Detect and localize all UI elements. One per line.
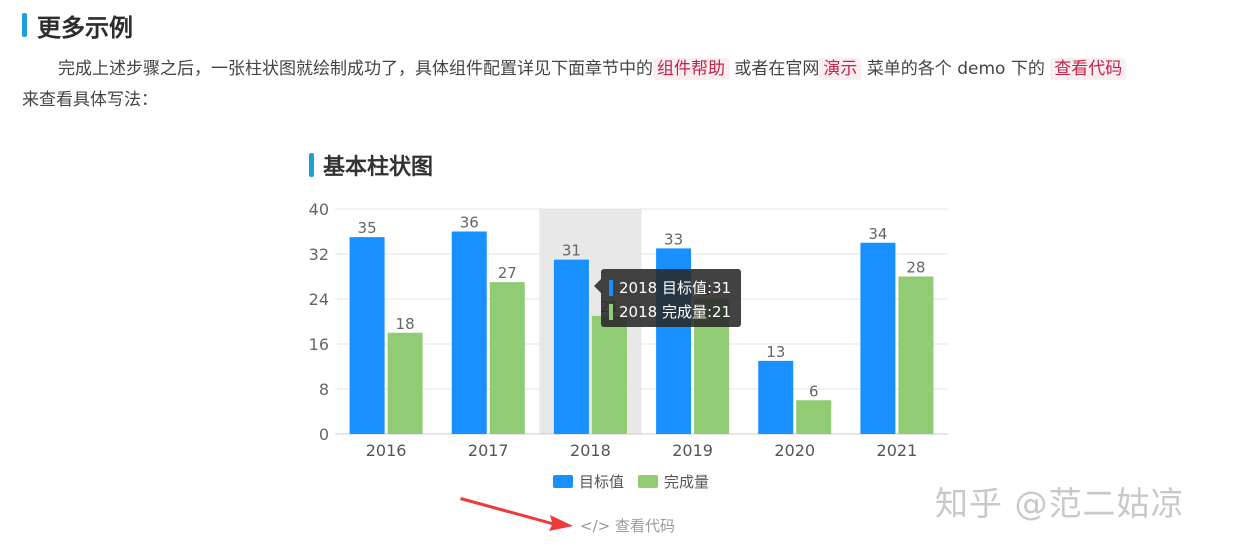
tooltip-row-target: 2018 目标值:31 [609,277,731,298]
bar-done [796,400,832,434]
bar-target [349,237,385,434]
paragraph-text-1: 完成上述步骤之后，一张柱状图就绘制成功了，具体组件配置详见下面章节中的 [58,59,653,79]
chart-title: 基本柱状图 [323,155,434,180]
legend-item-target[interactable]: 目标值 [553,471,624,492]
section-heading: 更多示例 [22,8,133,42]
link-component-help[interactable]: 组件帮助 [653,58,729,80]
tooltip-row-done: 2018 完成量:21 [609,301,731,322]
data-label: 18 [396,315,415,333]
paragraph-text-4: 来查看具体写法： [22,90,158,110]
legend-label-done: 完成量 [664,473,710,491]
y-tick-label: 24 [309,290,329,309]
chart-heading-accent-bar [309,153,314,177]
heading-accent-bar [22,13,27,37]
legend-label-target: 目标值 [579,473,625,491]
data-label: 31 [562,242,581,260]
chart-legend: 目标值 完成量 [553,471,723,492]
bar-target [451,231,487,434]
bar-target [553,259,589,434]
x-tick-label: 2020 [774,441,815,460]
y-tick-label: 40 [309,200,329,219]
data-label: 36 [460,214,479,232]
view-code-button[interactable]: </> 查看代码 [580,517,675,535]
y-tick-label: 16 [309,335,329,354]
data-label: 13 [766,343,785,361]
tooltip-text-done: 2018 完成量:21 [619,303,732,321]
tooltip-arrow [594,279,601,293]
paragraph-text-3: 菜单的各个 demo 下的 [866,59,1045,79]
x-tick-label: 2019 [672,441,713,460]
bar-done [898,276,934,434]
x-tick-label: 2016 [366,441,407,460]
section-title: 更多示例 [37,13,133,42]
bar-done [387,332,423,434]
y-tick-label: 0 [319,425,329,444]
y-tick-label: 32 [309,245,329,264]
tooltip-swatch-target [609,279,613,296]
paragraph-text-2: 或者在官网 [734,59,820,79]
x-tick-label: 2021 [877,441,918,460]
bar-target [860,242,896,434]
data-label: 6 [809,382,819,400]
data-label: 33 [664,230,683,248]
link-demo[interactable]: 演示 [819,58,862,80]
chart-heading: 基本柱状图 [309,150,433,180]
link-view-code[interactable]: 查看代码 [1050,58,1127,80]
data-label: 35 [358,219,377,237]
x-tick-label: 2018 [570,441,611,460]
y-tick-label: 8 [319,380,329,399]
bar-target [758,360,794,434]
chart-tooltip: 2018 目标值:31 2018 完成量:21 [594,269,741,327]
x-tick-label: 2017 [468,441,509,460]
tooltip-swatch-done [609,303,613,320]
intro-paragraph: 完成上述步骤之后，一张柱状图就绘制成功了，具体组件配置详见下面章节中的 组件帮助 … [22,54,1222,116]
data-label: 28 [906,259,925,277]
bar-done [489,282,525,434]
legend-item-done[interactable]: 完成量 [638,471,709,492]
legend-swatch-target [553,475,573,488]
bar-done [591,315,627,434]
tooltip-text-target: 2018 目标值:31 [619,279,732,297]
legend-swatch-done [638,475,659,488]
data-label: 27 [498,264,517,282]
data-label: 34 [868,225,887,243]
zhihu-watermark: 知乎 @范二姑凉 [935,484,1185,523]
